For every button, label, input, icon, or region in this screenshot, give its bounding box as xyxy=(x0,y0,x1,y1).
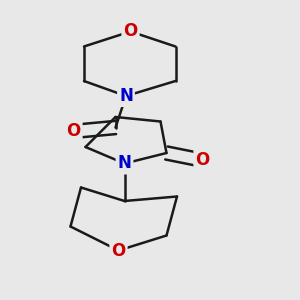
Text: N: N xyxy=(118,154,131,172)
Text: O: O xyxy=(195,151,210,169)
Text: O: O xyxy=(123,22,138,40)
Text: O: O xyxy=(111,242,126,260)
Text: N: N xyxy=(119,87,133,105)
Text: O: O xyxy=(66,122,81,140)
